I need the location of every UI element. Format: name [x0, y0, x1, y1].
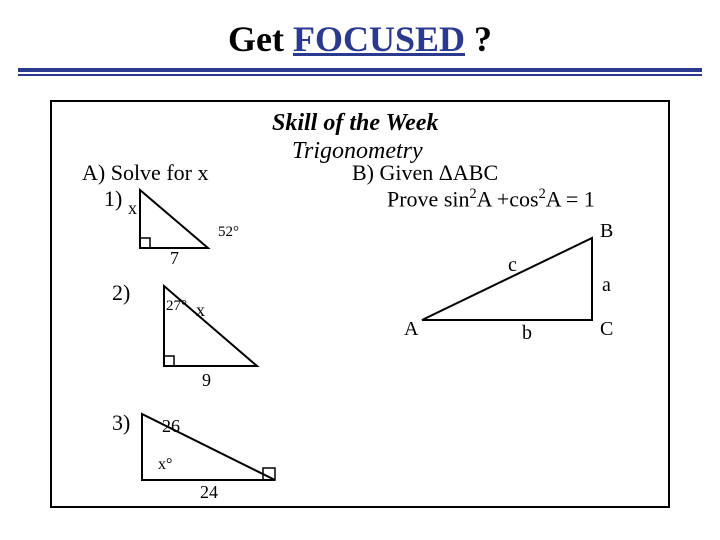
- problem-3-number: 3): [112, 410, 130, 436]
- tri1-angle: 52°: [218, 224, 239, 241]
- part-b-label: B) Given ΔABC: [352, 160, 498, 186]
- abc-c: c: [508, 254, 517, 277]
- abc-a: a: [602, 274, 611, 297]
- prove-end: A = 1: [546, 186, 595, 211]
- title-focused: FOCUSED: [293, 19, 465, 59]
- problem-2-number: 2): [112, 280, 130, 306]
- tri3-angle: x°: [158, 456, 172, 474]
- prove-sup2: 2: [539, 186, 546, 202]
- title-prefix: Get: [228, 19, 293, 59]
- prove-mid: A +cos: [477, 186, 539, 211]
- abc-b: b: [522, 322, 532, 345]
- part-a-label: A) Solve for x: [82, 160, 208, 186]
- prove-equation: Prove sin2A +cos2A = 1: [387, 186, 595, 212]
- content-box: Skill of the Week Trigonometry A) Solve …: [50, 100, 670, 508]
- skill-of-week: Skill of the Week: [272, 110, 438, 137]
- triangle-1: [138, 188, 228, 254]
- tri1-bottom: 7: [170, 248, 179, 269]
- abc-A: A: [404, 318, 418, 341]
- prove-sup1: 2: [470, 186, 477, 202]
- tri1-x: x: [128, 198, 137, 219]
- prove-prefix: Prove sin: [387, 186, 470, 211]
- abc-C: C: [600, 318, 613, 341]
- tri2-bottom: 9: [202, 370, 211, 391]
- slide-title: Get FOCUSED ?: [0, 0, 720, 68]
- slide: Get FOCUSED ? Skill of the Week Trigonom…: [0, 0, 720, 540]
- title-rule-thin: [18, 74, 702, 76]
- problem-1-number: 1): [104, 186, 122, 212]
- triangle-abc: [412, 230, 612, 330]
- title-suffix: ?: [465, 19, 492, 59]
- tri2-x: x: [196, 300, 205, 321]
- tri3-hyp: 26: [162, 416, 180, 437]
- abc-B: B: [600, 220, 613, 243]
- tri2-angle: 27°: [166, 298, 187, 315]
- title-rule-thick: [18, 68, 702, 72]
- tri3-bottom: 24: [200, 482, 218, 503]
